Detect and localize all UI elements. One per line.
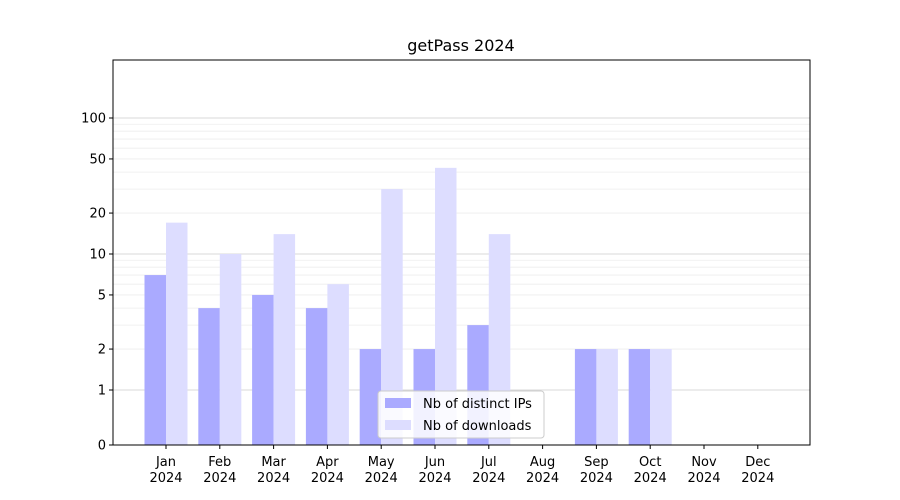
x-tick-label-month: Jan — [155, 455, 176, 470]
x-tick-label-month: Jul — [480, 455, 497, 470]
y-tick-label: 100 — [81, 112, 106, 127]
x-tick-label-year: 2024 — [634, 471, 667, 486]
x-tick-label-year: 2024 — [687, 471, 720, 486]
x-tick-label-year: 2024 — [472, 471, 505, 486]
x-tick-label-month: Nov — [691, 455, 717, 470]
bar-distinct-ips — [359, 349, 382, 445]
bar-downloads — [219, 254, 242, 445]
chart-title: getPass 2024 — [407, 36, 514, 55]
x-tick-label-year: 2024 — [418, 471, 451, 486]
x-tick-label-month: Dec — [745, 455, 770, 470]
bar-distinct-ips — [144, 275, 166, 445]
legend: Nb of distinct IPs Nb of downloads — [377, 390, 545, 439]
bar-distinct-ips — [628, 349, 651, 445]
x-tick-label-month: Aug — [530, 455, 555, 470]
x-tick-label-month: May — [368, 455, 395, 470]
bars — [144, 167, 672, 445]
y-axis: 0 1 2 5 10 20 50 100 — [81, 112, 113, 454]
x-tick-label-month: Apr — [316, 455, 339, 470]
bar-downloads — [327, 284, 349, 445]
x-tick-label-year: 2024 — [580, 471, 613, 486]
y-tick-label: 1 — [98, 384, 106, 399]
legend-swatch-distinct-ips — [385, 398, 411, 408]
legend-label-distinct-ips: Nb of distinct IPs — [423, 397, 532, 412]
y-tick-label: 5 — [98, 288, 106, 303]
x-tick-label-month: Sep — [584, 455, 609, 470]
x-tick-label-month: Oct — [639, 455, 661, 470]
x-tick-label-year: 2024 — [311, 471, 344, 486]
y-tick-label: 0 — [98, 439, 106, 454]
bar-distinct-ips — [574, 349, 597, 445]
legend-swatch-downloads — [385, 420, 411, 430]
bar-distinct-ips — [252, 294, 274, 445]
x-tick-label-year: 2024 — [257, 471, 290, 486]
x-tick-label-year: 2024 — [741, 471, 774, 486]
bar-downloads — [435, 167, 457, 445]
x-tick-label-month: Feb — [208, 455, 231, 470]
y-tick-label: 50 — [89, 152, 106, 167]
legend-box — [377, 390, 545, 439]
bar-distinct-ips — [305, 308, 328, 445]
y-tick-label: 20 — [89, 207, 106, 222]
bar-downloads — [381, 189, 403, 445]
legend-label-downloads: Nb of downloads — [423, 419, 532, 434]
x-axis: Jan2024Feb2024Mar2024Apr2024May2024Jun20… — [149, 445, 774, 486]
bar-downloads — [273, 234, 296, 445]
x-tick-label-year: 2024 — [149, 471, 182, 486]
x-tick-label-year: 2024 — [526, 471, 559, 486]
x-tick-label-month: Mar — [261, 455, 286, 470]
y-tick-label: 10 — [89, 248, 106, 263]
plot-frame — [112, 59, 811, 446]
bar-downloads — [596, 349, 618, 445]
x-tick-label-year: 2024 — [365, 471, 398, 486]
bar-distinct-ips — [198, 308, 220, 445]
y-tick-label: 2 — [98, 343, 106, 358]
bar-downloads — [166, 222, 188, 445]
bar-downloads — [650, 349, 672, 445]
x-tick-label-month: Jun — [424, 455, 445, 470]
x-tick-label-year: 2024 — [203, 471, 236, 486]
